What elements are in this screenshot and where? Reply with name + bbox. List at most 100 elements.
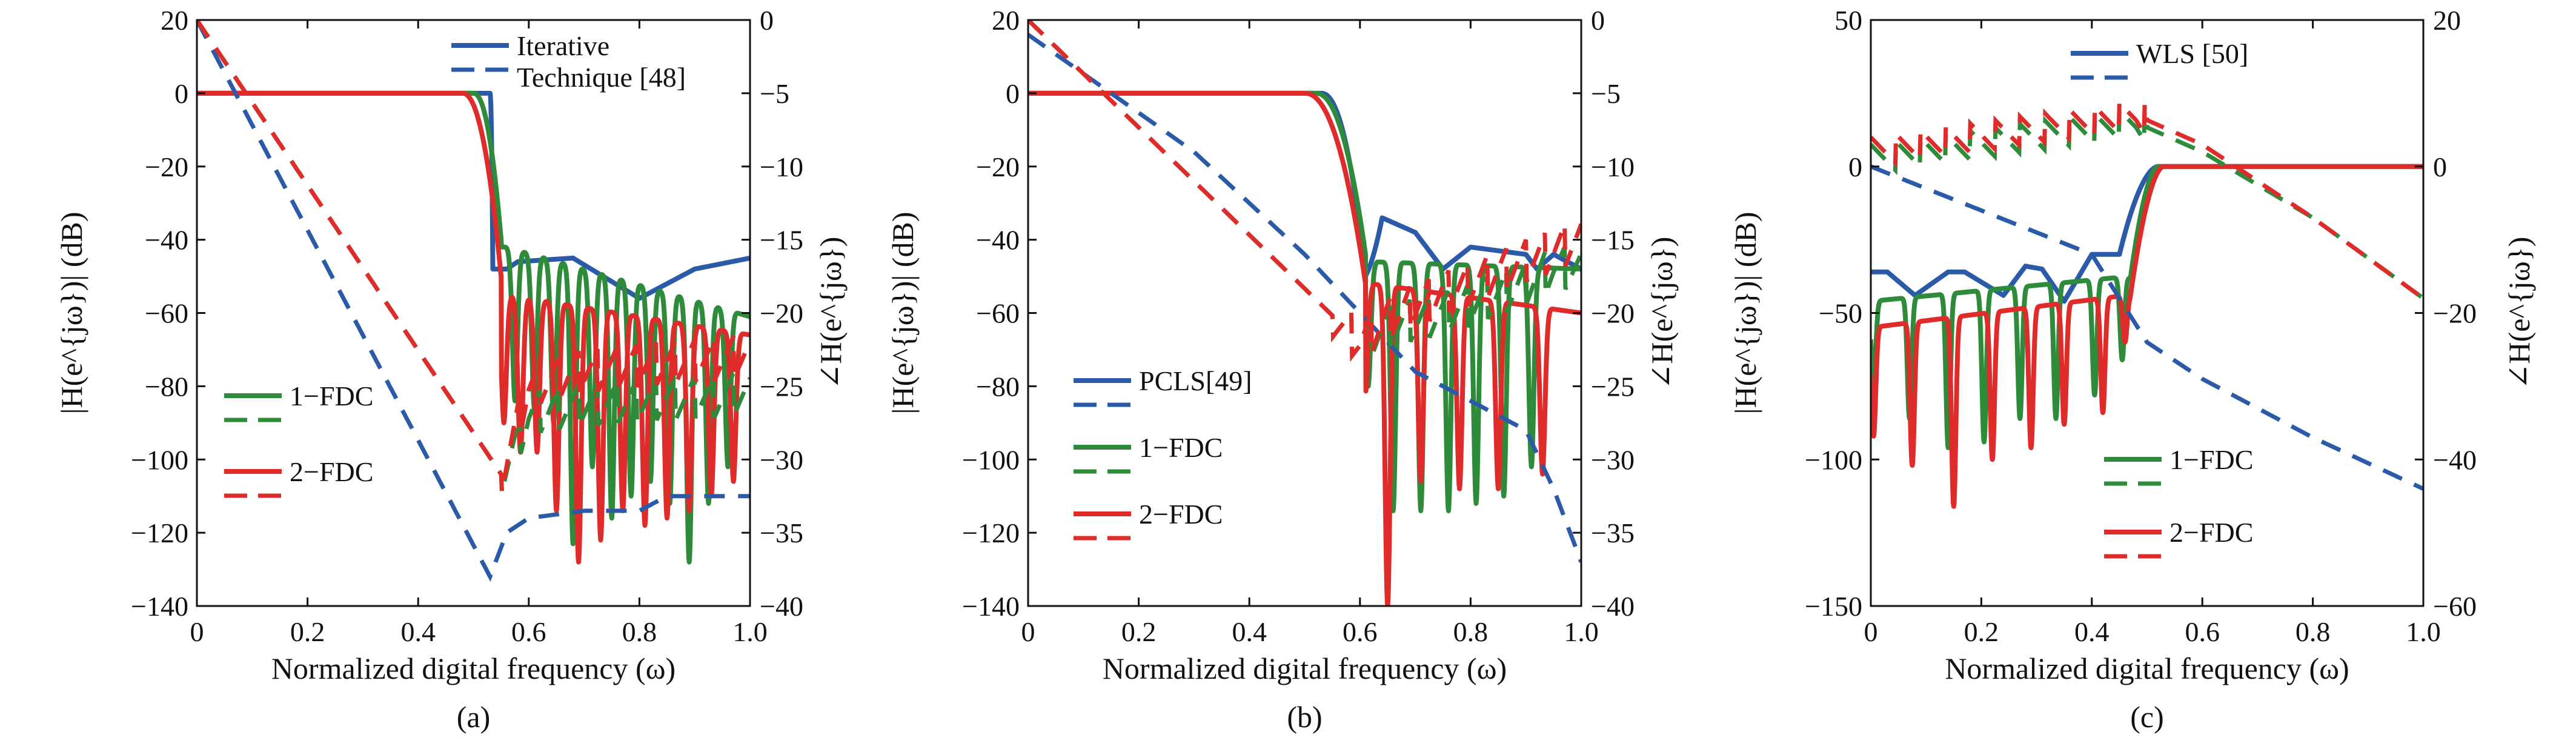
magnitude-line-fdc2: [1871, 164, 2423, 509]
y-left-tick-label: 0: [174, 78, 188, 109]
y-right-tick-label: −30: [1591, 444, 1635, 475]
y-left-axis-title: |H(e^{jω})| (dB): [55, 211, 88, 414]
phase-line-iterative: [197, 20, 750, 582]
x-tick-label: 0: [1864, 616, 1878, 647]
x-tick-label: 0.4: [400, 616, 436, 647]
legend-label: 1−FDC: [2169, 444, 2253, 475]
y-left-tick-label: 20: [161, 5, 188, 36]
x-axis-title: Normalized digital frequency (ω): [1945, 651, 2349, 685]
x-tick-label: 0: [190, 616, 204, 647]
legend-label: 1−FDC: [290, 381, 373, 411]
y-left-tick-label: −60: [145, 298, 188, 329]
y-right-tick-label: −15: [1591, 225, 1635, 256]
magnitude-line-pcls: [1028, 90, 1581, 279]
y-left-tick-label: −80: [976, 371, 1020, 402]
legend-label: 2−FDC: [1139, 499, 1223, 530]
legend-label: 1−FDC: [1139, 432, 1223, 463]
panel-caption: (b): [1287, 700, 1322, 734]
plot-area: [197, 20, 750, 582]
panel-caption: (a): [457, 700, 491, 734]
y-right-axis-title: ∠H(e^{jω}): [2502, 237, 2536, 390]
y-right-tick-label: −30: [760, 444, 803, 475]
plot-area: [1871, 98, 2423, 509]
panel-caption: (c): [2130, 700, 2164, 734]
y-left-tick-label: −120: [131, 518, 188, 548]
x-tick-label: 0.8: [1453, 616, 1489, 647]
x-tick-label: 0.2: [1964, 616, 1999, 647]
legend-label: PCLS[49]: [1139, 365, 1252, 396]
y-left-axis-title: |H(e^{jω})| (dB): [1728, 211, 1762, 414]
y-right-tick-label: −20: [2433, 298, 2477, 329]
legend: WLS [50] 1−FDC 2−FDC: [2071, 38, 2253, 559]
y-left-tick-label: −100: [1805, 444, 1862, 475]
y-right-tick-label: −60: [2433, 591, 2477, 622]
y-right-tick-label: −5: [760, 78, 789, 109]
y-left-tick-label: −150: [1805, 591, 1862, 622]
phase-line-fdc1: [197, 20, 750, 493]
y-right-tick-label: −25: [760, 371, 803, 402]
y-left-tick-label: 0: [1848, 151, 1862, 182]
phase-line-fdc2: [197, 20, 750, 493]
legend-label: Technique [48]: [517, 62, 686, 93]
chart-panel-a: 0 0.2 0.4 0.6 0.8 1.0200−20−40−60−80−100−120−…: [55, 5, 848, 734]
x-tick-label: 0.2: [290, 616, 325, 647]
x-tick-label: 0.4: [2074, 616, 2110, 647]
phase-line-fdc2: [1028, 20, 1581, 362]
x-tick-label: 1.0: [1564, 616, 1599, 647]
y-left-tick-label: −100: [962, 444, 1020, 475]
x-tick-label: 0.8: [622, 616, 657, 647]
y-right-tick-label: 0: [760, 5, 774, 36]
y-right-tick-label: −35: [1591, 518, 1635, 548]
legend-label: 2−FDC: [2169, 517, 2253, 548]
magnitude-line-iterative: [197, 90, 750, 301]
y-right-tick-label: 20: [2433, 5, 2461, 36]
phase-line-wls: [1871, 164, 2423, 491]
y-right-tick-label: −20: [760, 298, 803, 329]
x-tick-label: 0.6: [2185, 616, 2220, 647]
y-right-tick-label: −40: [1591, 591, 1635, 622]
y-right-tick-label: −35: [760, 518, 803, 548]
y-right-axis-title: ∠H(e^{jω}): [814, 237, 848, 390]
x-axis-title: Normalized digital frequency (ω): [1103, 651, 1507, 685]
y-left-tick-label: −140: [131, 591, 188, 622]
legend-label: Iterative: [517, 30, 609, 61]
y-left-tick-label: 20: [992, 5, 1020, 36]
y-left-tick-label: −80: [145, 371, 188, 402]
x-tick-label: 0.4: [1232, 616, 1267, 647]
legend-label: WLS [50]: [2136, 38, 2248, 69]
y-right-tick-label: −25: [1591, 371, 1635, 402]
chart-panel-b: 0 0.2 0.4 0.6 0.8 1.0200−20−40−60−80−100−120−…: [886, 5, 1679, 734]
y-left-tick-label: 50: [1834, 5, 1862, 36]
y-left-tick-label: −140: [962, 591, 1020, 622]
y-left-axis-title: |H(e^{jω})| (dB): [886, 211, 920, 414]
y-left-tick-label: 0: [1006, 78, 1020, 109]
y-right-tick-label: 0: [2433, 151, 2447, 182]
y-left-tick-label: −20: [145, 151, 188, 182]
y-right-tick-label: −10: [760, 151, 803, 182]
x-tick-label: 0.2: [1121, 616, 1157, 647]
y-right-tick-label: −15: [760, 225, 803, 256]
phase-line-fdc2: [1871, 98, 2423, 301]
x-axis-title: Normalized digital frequency (ω): [271, 651, 676, 685]
x-tick-label: 0: [1021, 616, 1035, 647]
y-left-tick-label: −100: [131, 444, 188, 475]
y-right-tick-label: −10: [1591, 151, 1635, 182]
magnitude-line-fdc2: [1028, 90, 1581, 606]
y-left-tick-label: −40: [145, 225, 188, 256]
x-tick-label: 0.6: [1343, 616, 1378, 647]
y-left-tick-label: −40: [976, 225, 1020, 256]
x-tick-label: 0.8: [2295, 616, 2331, 647]
magnitude-line-fdc2: [197, 90, 750, 565]
x-tick-label: 1.0: [732, 616, 768, 647]
legend: PCLS[49] 1−FDC 2−FDC: [1074, 365, 1252, 541]
y-right-tick-label: −40: [2433, 444, 2477, 475]
y-right-tick-label: 0: [1591, 5, 1605, 36]
chart-panel-c: 0 0.2 0.4 0.6 0.8 1.0 50 0 −50 −100 −150 20 0 −20 −40 −…: [1728, 5, 2536, 734]
y-right-tick-label: −20: [1591, 298, 1635, 329]
x-tick-label: 0.6: [511, 616, 546, 647]
y-right-axis-title: ∠H(e^{jω}): [1645, 237, 1679, 390]
y-left-tick-label: −20: [976, 151, 1020, 182]
y-left-tick-label: −120: [962, 518, 1020, 548]
